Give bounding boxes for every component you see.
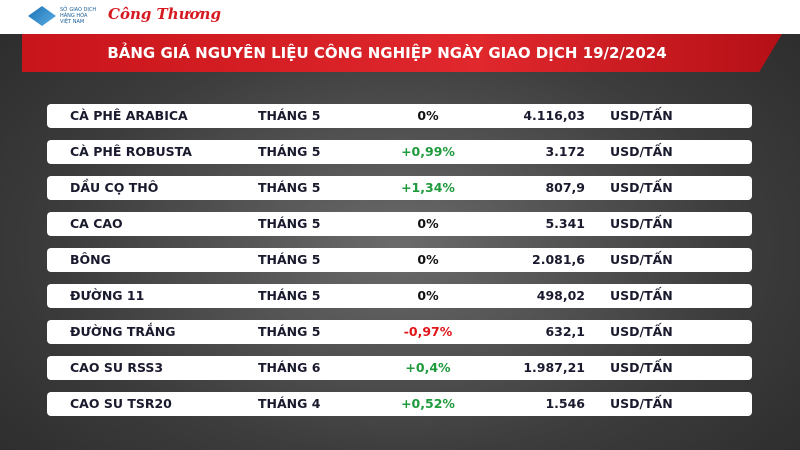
change: +0,99%	[401, 144, 455, 159]
change: 0%	[417, 108, 439, 123]
top-bar: SỞ GIAO DỊCH HÀNG HÓA VIỆT NAM Công Thươ…	[0, 0, 800, 34]
title-banner	[22, 34, 782, 72]
exchange-logo	[28, 6, 56, 26]
unit: USD/TẤN	[610, 144, 673, 159]
table-row: BÔNG THÁNG 5 0% 2.081,6 USD/TẤN	[47, 248, 752, 272]
price: 5.341	[545, 216, 585, 231]
table-row: CAO SU TSR20 THÁNG 4 +0,52% 1.546 USD/TẤN	[47, 392, 752, 416]
commodity: CÀ PHÊ ROBUSTA	[70, 144, 192, 159]
month: THÁNG 4	[258, 396, 321, 411]
month: THÁNG 5	[258, 108, 321, 123]
change: -0,97%	[403, 324, 453, 339]
commodity: CAO SU TSR20	[70, 396, 172, 411]
month: THÁNG 5	[258, 216, 321, 231]
price: 4.116,03	[523, 108, 585, 123]
table-row: CA CAO THÁNG 5 0% 5.341 USD/TẤN	[47, 212, 752, 236]
commodity: CA CAO	[70, 216, 123, 231]
table-row: CÀ PHÊ ROBUSTA THÁNG 5 +0,99% 3.172 USD/TẤN	[47, 140, 752, 164]
table-row: CÀ PHÊ ARABICA THÁNG 5 0% 4.116,03 USD/TẤN	[47, 104, 752, 128]
month: THÁNG 6	[258, 360, 321, 375]
commodity: ĐƯỜNG TRẮNG	[70, 324, 176, 339]
table-row: CAO SU RSS3 THÁNG 6 +0,4% 1.987,21 USD/TẤN	[47, 356, 752, 380]
table-row: DẦU CỌ THÔ THÁNG 5 +1,34% 807,9 USD/TẤN	[47, 176, 752, 200]
month: THÁNG 5	[258, 144, 321, 159]
unit: USD/TẤN	[610, 360, 673, 375]
month: THÁNG 5	[258, 324, 321, 339]
table-row: ĐƯỜNG 11 THÁNG 5 0% 498,02 USD/TẤN	[47, 284, 752, 308]
commodity: DẦU CỌ THÔ	[70, 180, 159, 195]
change: +0,52%	[401, 396, 455, 411]
month: THÁNG 5	[258, 288, 321, 303]
unit: USD/TẤN	[610, 288, 673, 303]
change: 0%	[417, 252, 439, 267]
change: +0,4%	[405, 360, 451, 375]
month: THÁNG 5	[258, 252, 321, 267]
table-row: ĐƯỜNG TRẮNG THÁNG 5 -0,97% 632,1 USD/TẤN	[47, 320, 752, 344]
exchange-name: SỞ GIAO DỊCH HÀNG HÓA VIỆT NAM	[60, 7, 97, 25]
price: 632,1	[545, 324, 585, 339]
commodity: BÔNG	[70, 252, 111, 267]
unit: USD/TẤN	[610, 324, 673, 339]
unit: USD/TẤN	[610, 396, 673, 411]
change: 0%	[417, 216, 439, 231]
unit: USD/TẤN	[610, 252, 673, 267]
price: 3.172	[545, 144, 585, 159]
price: 2.081,6	[532, 252, 585, 267]
unit: USD/TẤN	[610, 108, 673, 123]
title: BẢNG GIÁ NGUYÊN LIỆU CÔNG NGHIỆP NGÀY GI…	[107, 44, 667, 62]
commodity: ĐƯỜNG 11	[70, 288, 145, 303]
price: 807,9	[545, 180, 585, 195]
unit: USD/TẤN	[610, 180, 673, 195]
change: 0%	[417, 288, 439, 303]
price: 1.546	[545, 396, 585, 411]
commodity: CAO SU RSS3	[70, 360, 164, 375]
commodity: CÀ PHÊ ARABICA	[70, 108, 188, 123]
unit: USD/TẤN	[610, 216, 673, 231]
price: 1.987,21	[523, 360, 585, 375]
change: +1,34%	[401, 180, 455, 195]
month: THÁNG 5	[258, 180, 321, 195]
price: 498,02	[536, 288, 585, 303]
newspaper-logo: Công Thương	[108, 5, 221, 23]
